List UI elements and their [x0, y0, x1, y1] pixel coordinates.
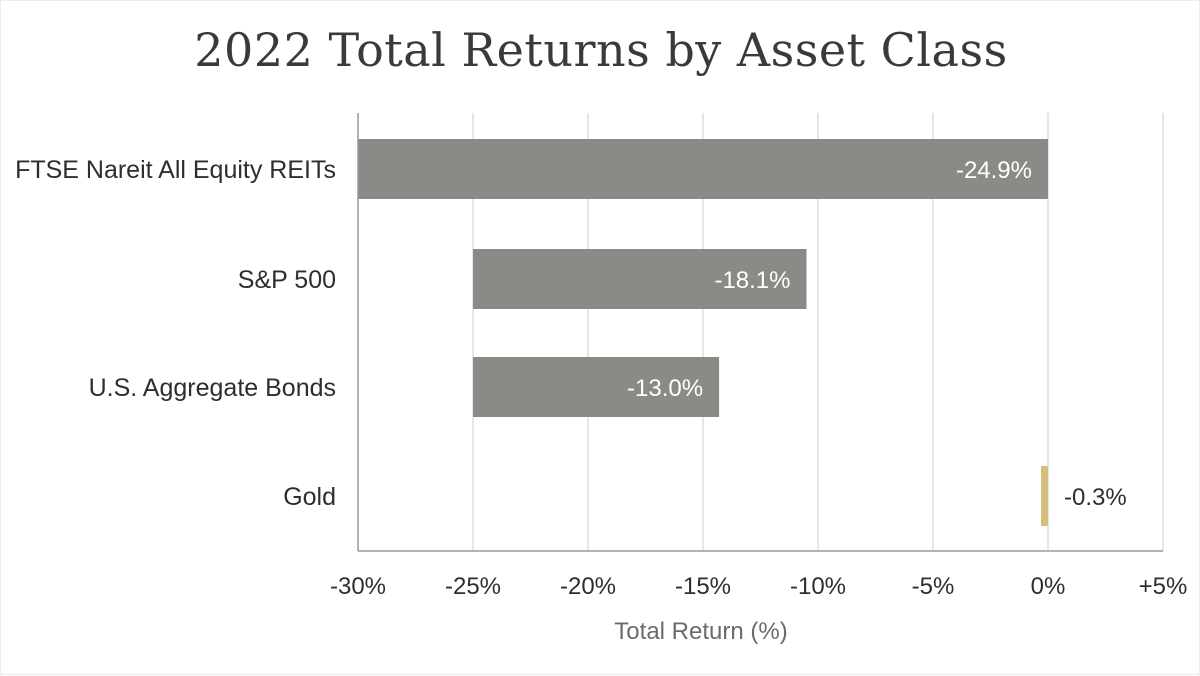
x-tick-label: 0%	[1031, 573, 1066, 600]
bar	[473, 249, 807, 309]
x-tick-label: -5%	[912, 573, 955, 600]
data-label: -13.0%	[627, 375, 703, 402]
x-tick-labels: -30% -25% -20% -15% -10% -5% 0% +5%	[330, 573, 1187, 600]
x-tick-label: -15%	[675, 573, 731, 600]
x-tick-label: -25%	[445, 573, 501, 600]
category-label: FTSE Nareit All Equity REITs	[15, 156, 336, 184]
chart-title: 2022 Total Returns by Asset Class	[194, 23, 1008, 77]
bar	[473, 357, 720, 417]
data-labels: -24.9% -18.1% -13.0% -0.3%	[627, 157, 1127, 511]
category-label: U.S. Aggregate Bonds	[89, 374, 336, 402]
category-labels: FTSE Nareit All Equity REITs S&P 500 U.S. …	[15, 156, 336, 511]
category-label: S&P 500	[238, 266, 336, 294]
category-label: Gold	[283, 483, 336, 511]
data-label: -18.1%	[714, 267, 790, 294]
data-label: -24.9%	[956, 157, 1032, 184]
x-tick-label: -10%	[790, 573, 846, 600]
x-tick-label: -30%	[330, 573, 386, 600]
axes	[357, 113, 1163, 552]
x-axis-title: Total Return (%)	[614, 618, 787, 645]
data-label: -0.3%	[1064, 484, 1127, 511]
x-tick-label: -20%	[560, 573, 616, 600]
bar	[1041, 466, 1048, 526]
x-tick-label: +5%	[1139, 573, 1188, 600]
bar	[358, 139, 1048, 199]
bars	[358, 139, 1048, 526]
